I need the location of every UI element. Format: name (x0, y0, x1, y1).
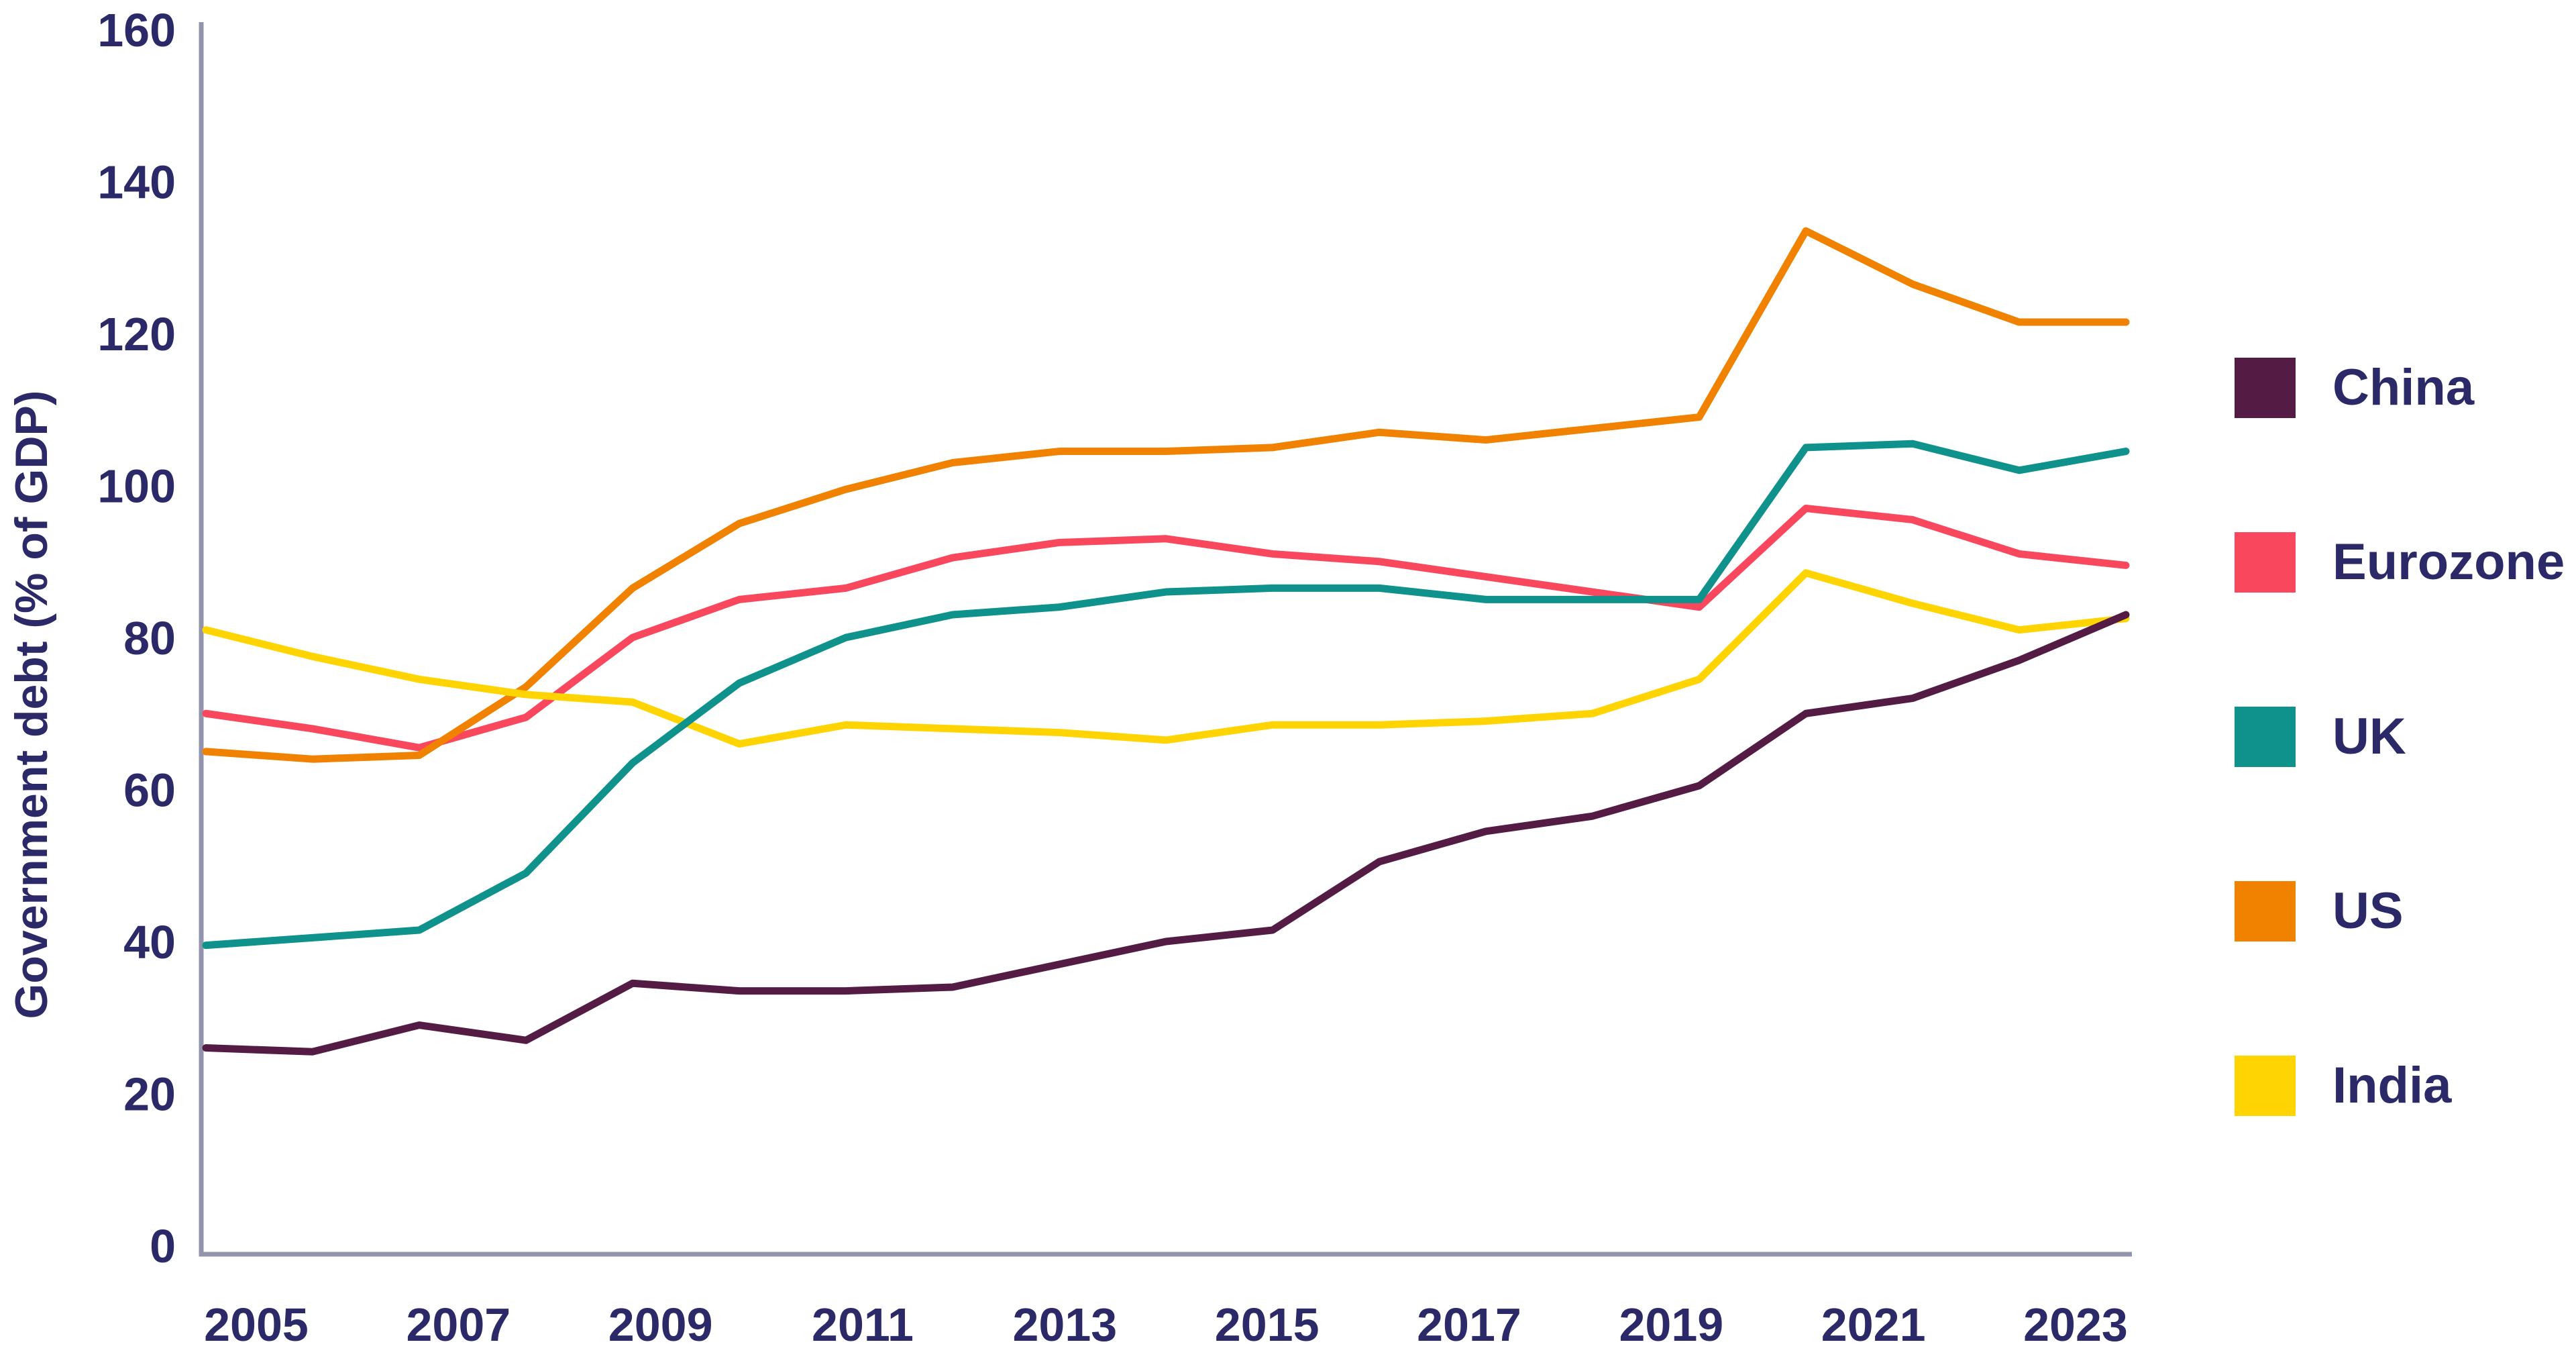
x-tick-label-2017: 2017 (1417, 1299, 1521, 1351)
x-tick-label-2013: 2013 (1012, 1299, 1117, 1351)
series-line-uk (202, 440, 2130, 950)
y-tick-label-20: 20 (123, 1068, 176, 1121)
series-line-us (202, 227, 2130, 763)
x-tick-label-2021: 2021 (1821, 1299, 1926, 1351)
y-axis-title: Government debt (% of GDP) (6, 390, 57, 1019)
x-tick-label-2011: 2011 (812, 1299, 914, 1351)
y-tick-label-0: 0 (150, 1220, 176, 1272)
x-tick-label-2007: 2007 (406, 1299, 511, 1351)
y-tick-label-160: 160 (97, 4, 176, 56)
series-line-eurozone (202, 504, 2130, 752)
x-tick-label-2005: 2005 (204, 1299, 309, 1351)
series-line-china (202, 611, 2130, 1056)
series-line-india (202, 569, 2130, 748)
y-tick-label-100: 100 (97, 460, 176, 513)
y-tick-label-60: 60 (123, 764, 176, 817)
y-tick-label-40: 40 (123, 916, 176, 968)
x-tick-label-2023: 2023 (2023, 1299, 2128, 1351)
x-tick-label-2009: 2009 (608, 1299, 713, 1351)
y-tick-label-140: 140 (97, 156, 176, 209)
x-tick-label-2015: 2015 (1215, 1299, 1320, 1351)
y-tick-label-80: 80 (123, 612, 176, 664)
x-tick-label-2019: 2019 (1619, 1299, 1723, 1351)
y-tick-label-120: 120 (97, 308, 176, 360)
